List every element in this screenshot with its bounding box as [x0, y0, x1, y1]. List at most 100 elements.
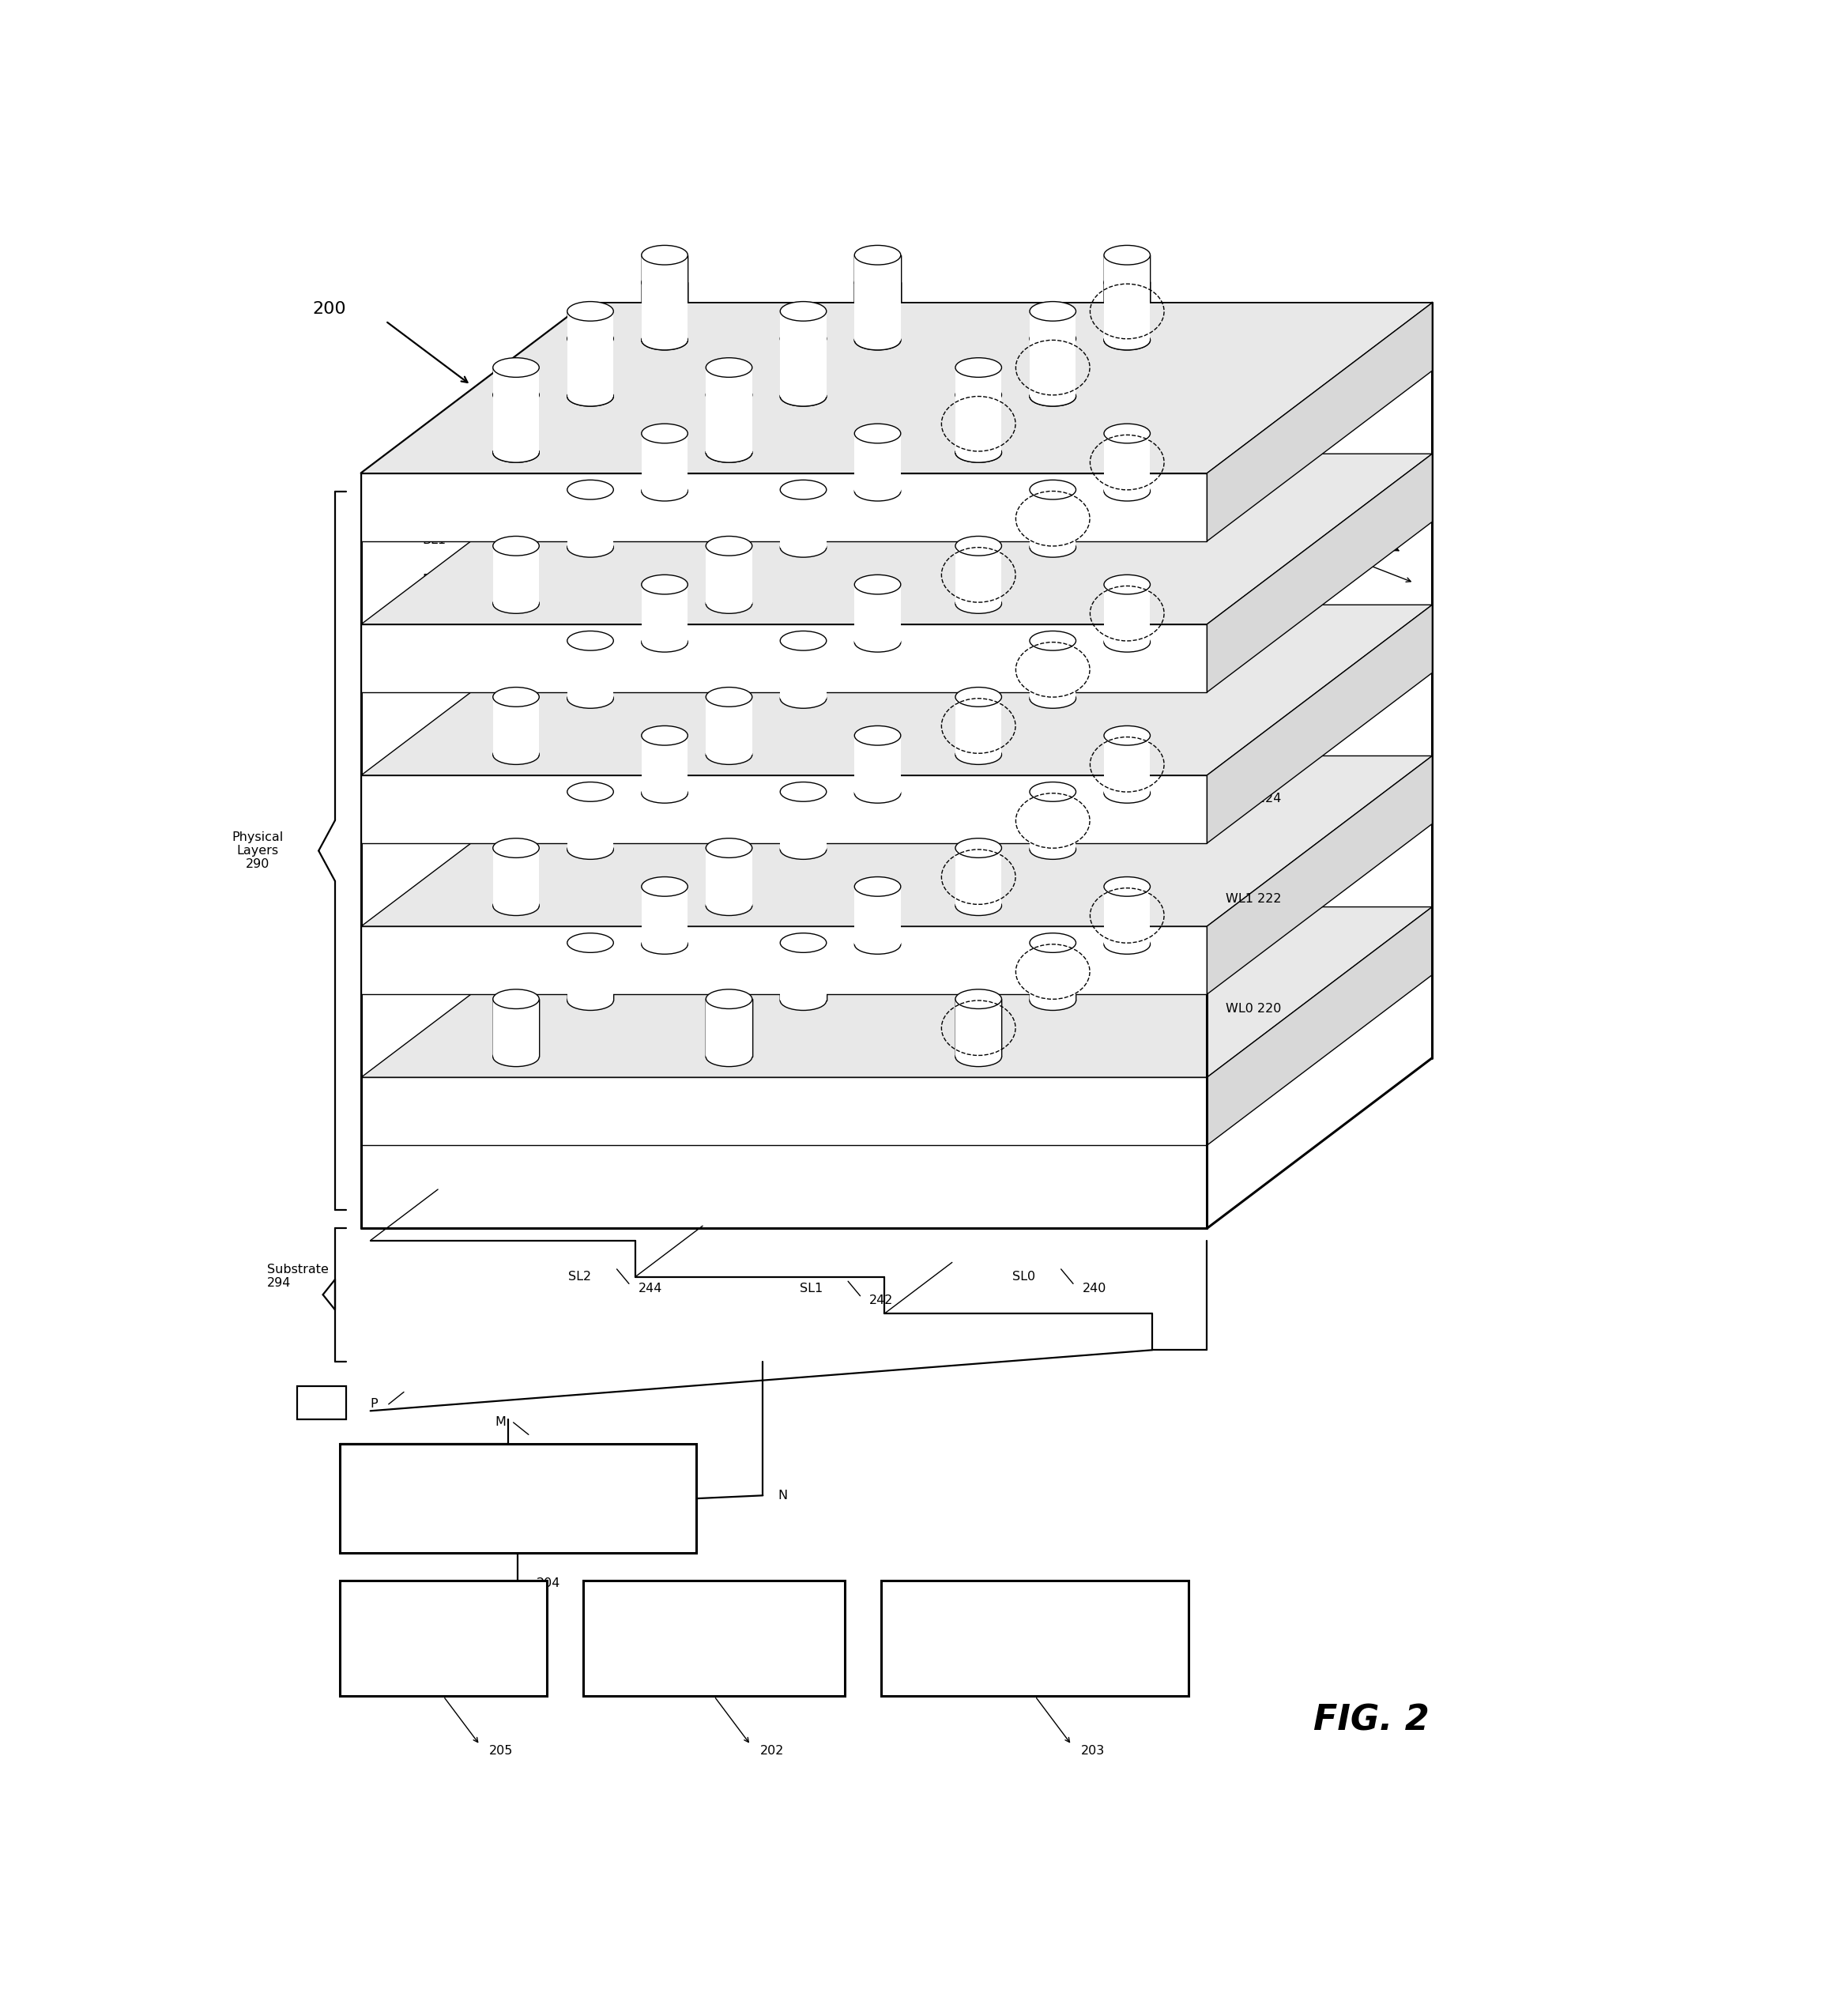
Polygon shape	[361, 454, 1432, 625]
Ellipse shape	[780, 631, 826, 651]
FancyBboxPatch shape	[641, 433, 688, 492]
Ellipse shape	[1029, 329, 1077, 349]
Ellipse shape	[568, 782, 613, 802]
Ellipse shape	[855, 877, 901, 897]
FancyBboxPatch shape	[568, 339, 613, 397]
FancyBboxPatch shape	[956, 546, 1002, 603]
Text: SL0: SL0	[1013, 1270, 1035, 1282]
Text: WL3 226: WL3 226	[1225, 685, 1282, 698]
Ellipse shape	[493, 444, 538, 462]
FancyBboxPatch shape	[855, 433, 901, 492]
Ellipse shape	[568, 387, 613, 405]
Text: 244: 244	[637, 1282, 663, 1294]
FancyBboxPatch shape	[956, 367, 1002, 454]
FancyBboxPatch shape	[956, 1000, 1002, 1056]
Ellipse shape	[568, 480, 613, 500]
Polygon shape	[361, 605, 1432, 776]
Ellipse shape	[493, 595, 538, 613]
FancyBboxPatch shape	[568, 490, 613, 548]
FancyBboxPatch shape	[1029, 792, 1077, 849]
Text: 240: 240	[1082, 1282, 1106, 1294]
Ellipse shape	[493, 687, 538, 708]
FancyBboxPatch shape	[707, 546, 753, 603]
Polygon shape	[361, 625, 1207, 691]
Ellipse shape	[568, 302, 613, 321]
Ellipse shape	[568, 538, 613, 556]
Ellipse shape	[855, 784, 901, 802]
FancyBboxPatch shape	[1104, 585, 1150, 643]
Ellipse shape	[1104, 633, 1150, 651]
Text: 212: 212	[1316, 494, 1340, 506]
Ellipse shape	[493, 746, 538, 764]
Ellipse shape	[1104, 877, 1150, 897]
Ellipse shape	[780, 329, 826, 349]
Ellipse shape	[707, 595, 753, 613]
Ellipse shape	[956, 746, 1002, 764]
FancyBboxPatch shape	[1029, 943, 1077, 1000]
Ellipse shape	[1104, 246, 1150, 264]
FancyBboxPatch shape	[855, 887, 901, 943]
Ellipse shape	[641, 935, 688, 954]
Text: Initialization
Circuitry: Initialization Circuitry	[670, 1623, 758, 1653]
Text: 254: 254	[666, 397, 690, 409]
FancyBboxPatch shape	[641, 887, 688, 943]
Text: Set of Bits with
multiple values: Set of Bits with multiple values	[980, 1623, 1089, 1653]
FancyBboxPatch shape	[341, 1443, 696, 1552]
Ellipse shape	[1104, 272, 1150, 292]
Text: SL2: SL2	[568, 1270, 591, 1282]
Ellipse shape	[641, 575, 688, 595]
Polygon shape	[361, 302, 1432, 474]
Text: Block 2: Block 2	[654, 357, 701, 369]
Ellipse shape	[780, 689, 826, 708]
Ellipse shape	[707, 385, 753, 405]
FancyBboxPatch shape	[780, 792, 826, 849]
Ellipse shape	[568, 689, 613, 708]
Ellipse shape	[641, 482, 688, 502]
Ellipse shape	[707, 444, 753, 462]
Ellipse shape	[956, 536, 1002, 556]
Ellipse shape	[956, 357, 1002, 377]
Ellipse shape	[493, 895, 538, 915]
FancyBboxPatch shape	[855, 585, 901, 643]
FancyBboxPatch shape	[780, 490, 826, 548]
Ellipse shape	[1104, 331, 1150, 351]
Polygon shape	[1207, 605, 1432, 843]
Ellipse shape	[568, 841, 613, 859]
Ellipse shape	[1104, 784, 1150, 802]
FancyBboxPatch shape	[568, 943, 613, 1000]
Ellipse shape	[1104, 331, 1150, 351]
FancyBboxPatch shape	[1029, 339, 1077, 397]
Text: 292: 292	[903, 540, 926, 552]
Text: 234: 234	[489, 500, 513, 512]
Text: P: P	[370, 1399, 377, 1409]
Ellipse shape	[1104, 726, 1150, 746]
Polygon shape	[361, 1077, 1207, 1145]
Ellipse shape	[855, 423, 901, 444]
Ellipse shape	[641, 331, 688, 351]
Ellipse shape	[1029, 302, 1077, 321]
Ellipse shape	[855, 272, 901, 292]
FancyBboxPatch shape	[956, 849, 1002, 905]
Polygon shape	[361, 907, 1432, 1077]
Ellipse shape	[707, 895, 753, 915]
Ellipse shape	[780, 992, 826, 1010]
FancyBboxPatch shape	[1029, 310, 1077, 397]
Text: M: M	[494, 1417, 505, 1429]
FancyBboxPatch shape	[493, 1000, 538, 1056]
Ellipse shape	[855, 331, 901, 351]
Ellipse shape	[641, 423, 688, 444]
Ellipse shape	[855, 246, 901, 264]
Text: 200: 200	[313, 300, 346, 317]
FancyBboxPatch shape	[881, 1581, 1188, 1695]
Text: Latch: Latch	[423, 1631, 463, 1645]
Polygon shape	[361, 925, 1207, 994]
Ellipse shape	[707, 1046, 753, 1066]
Ellipse shape	[1104, 575, 1150, 595]
Text: WL1 222: WL1 222	[1225, 893, 1282, 905]
FancyBboxPatch shape	[493, 367, 538, 454]
FancyBboxPatch shape	[493, 395, 538, 454]
Text: Read/Write Circuitry: Read/Write Circuitry	[449, 1492, 588, 1506]
Ellipse shape	[1029, 387, 1077, 405]
Text: Block 0: Block 0	[1080, 357, 1126, 369]
FancyBboxPatch shape	[568, 792, 613, 849]
